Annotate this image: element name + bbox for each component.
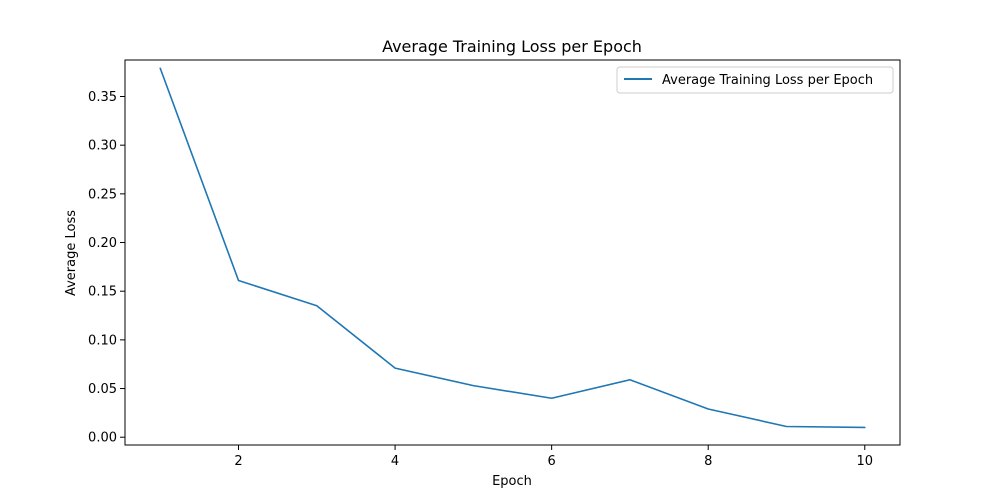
x-tick-label: 6 <box>548 454 556 469</box>
y-tick-label: 0.30 <box>88 139 117 154</box>
series-line <box>159 67 866 429</box>
y-tick-label: 0.00 <box>88 431 117 446</box>
y-tick-label: 0.15 <box>88 285 117 300</box>
legend-box <box>616 66 894 94</box>
y-tick-label: 0.10 <box>88 333 117 348</box>
x-tick-label: 10 <box>856 454 873 469</box>
x-axis-ticks: 2 4 6 8 10 <box>234 445 873 469</box>
legend-series-label: Average Training Loss per Epoch <box>662 73 873 88</box>
y-tick-label: 0.20 <box>88 236 117 251</box>
y-tick-label: 0.25 <box>88 187 117 202</box>
legend: Average Training Loss per Epoch <box>616 66 894 94</box>
y-tick-label: 0.35 <box>88 90 117 105</box>
chart-title: Average Training Loss per Epoch <box>382 37 642 56</box>
x-tick-label: 8 <box>704 454 712 469</box>
y-axis-label: Average Loss <box>64 210 79 296</box>
x-tick-label: 2 <box>234 454 242 469</box>
y-axis-ticks: 0.00 0.05 0.10 0.15 0.20 0.25 0.30 0.35 <box>88 90 125 446</box>
x-axis-label: Epoch <box>492 474 532 489</box>
series-layer <box>159 67 866 429</box>
plot-frame <box>124 59 901 446</box>
y-tick-label: 0.05 <box>88 382 117 397</box>
x-tick-label: 4 <box>391 454 399 469</box>
